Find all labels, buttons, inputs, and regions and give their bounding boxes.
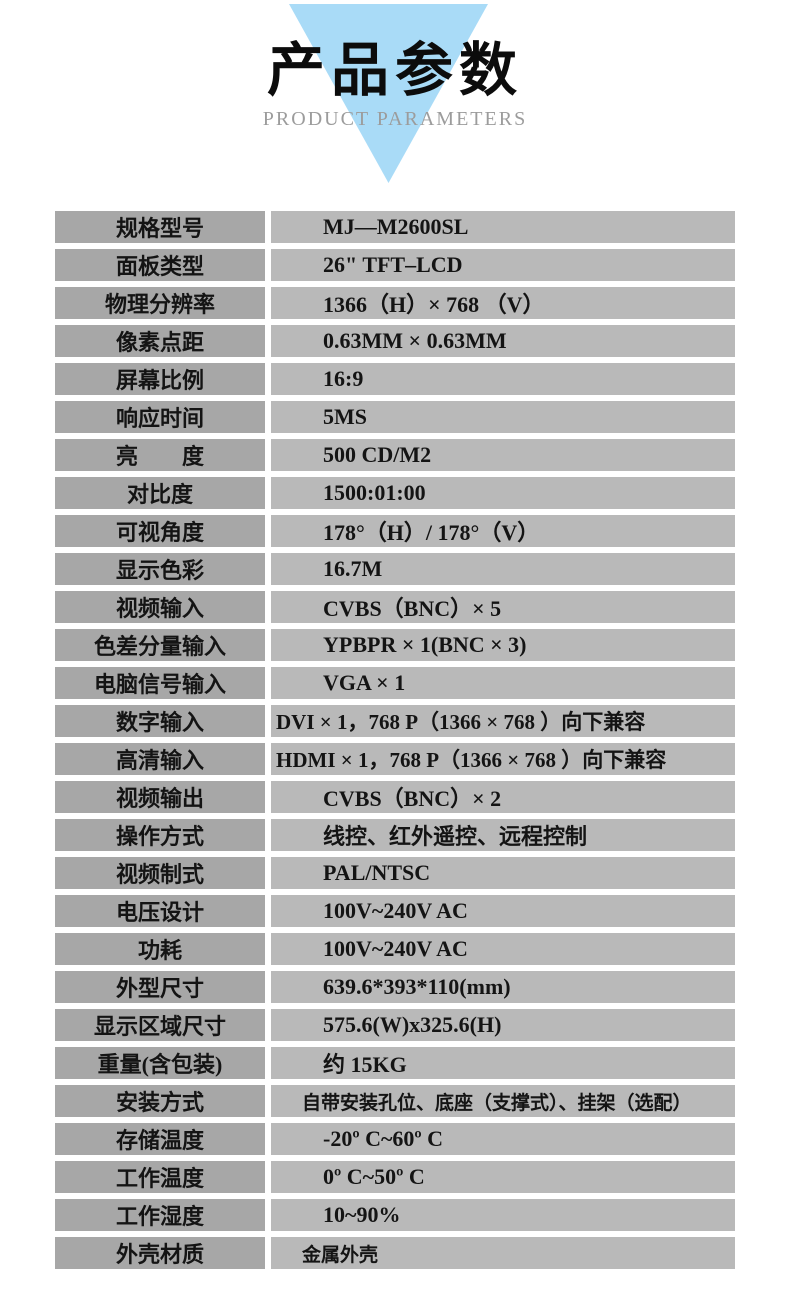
table-row: 功耗 100V~240V AC bbox=[55, 933, 735, 965]
param-value: 线控、红外遥控、远程控制 bbox=[271, 819, 735, 851]
param-label: 工作湿度 bbox=[55, 1199, 265, 1231]
param-label: 视频输入 bbox=[55, 591, 265, 623]
param-label: 视频制式 bbox=[55, 857, 265, 889]
param-value: 178°（H）/ 178°（V） bbox=[271, 515, 735, 547]
param-value: 100V~240V AC bbox=[271, 933, 735, 965]
page-title: 产品参数 bbox=[266, 36, 523, 104]
param-value: 639.6*393*110(mm) bbox=[271, 971, 735, 1003]
param-label: 规格型号 bbox=[55, 211, 265, 243]
table-row: 屏幕比例 16:9 bbox=[55, 363, 735, 395]
param-label: 安装方式 bbox=[55, 1085, 265, 1117]
param-label: 外型尺寸 bbox=[55, 971, 265, 1003]
param-label: 数字输入 bbox=[55, 705, 265, 737]
param-label: 电压设计 bbox=[55, 895, 265, 927]
table-row: 工作温度 0º C~50º C bbox=[55, 1161, 735, 1193]
param-label: 功耗 bbox=[55, 933, 265, 965]
param-value: PAL/NTSC bbox=[271, 857, 735, 889]
param-label: 对比度 bbox=[55, 477, 265, 509]
param-label: 工作温度 bbox=[55, 1161, 265, 1193]
param-label: 视频输出 bbox=[55, 781, 265, 813]
param-value: 自带安装孔位、底座（支撑式）、挂架（选配） bbox=[271, 1085, 735, 1117]
param-value: MJ—M2600SL bbox=[271, 211, 735, 243]
param-value: 约 15KG bbox=[271, 1047, 735, 1079]
param-label: 像素点距 bbox=[55, 325, 265, 357]
table-row: 物理分辨率 1366（H）× 768 （V） bbox=[55, 287, 735, 319]
table-row: 视频制式 PAL/NTSC bbox=[55, 857, 735, 889]
param-value: 1366（H）× 768 （V） bbox=[271, 287, 735, 319]
param-value: 5MS bbox=[271, 401, 735, 433]
param-label: 操作方式 bbox=[55, 819, 265, 851]
table-row: 视频输出 CVBS（BNC）× 2 bbox=[55, 781, 735, 813]
param-value: CVBS（BNC）× 2 bbox=[271, 781, 735, 813]
param-value: -20º C~60º C bbox=[271, 1123, 735, 1155]
table-row: 规格型号 MJ—M2600SL bbox=[55, 211, 735, 243]
table-row: 响应时间 5MS bbox=[55, 401, 735, 433]
page-header: 产品参数 PRODUCT PARAMETERS bbox=[0, 0, 790, 200]
table-row: 像素点距 0.63MM × 0.63MM bbox=[55, 325, 735, 357]
table-row: 操作方式 线控、红外遥控、远程控制 bbox=[55, 819, 735, 851]
table-row: 亮 度 500 CD/M2 bbox=[55, 439, 735, 471]
table-row: 外型尺寸 639.6*393*110(mm) bbox=[55, 971, 735, 1003]
param-value: VGA × 1 bbox=[271, 667, 735, 699]
param-label: 外壳材质 bbox=[55, 1237, 265, 1269]
param-value: 0º C~50º C bbox=[271, 1161, 735, 1193]
table-row: 工作湿度 10~90% bbox=[55, 1199, 735, 1231]
table-row: 对比度 1500:01:00 bbox=[55, 477, 735, 509]
param-value: 10~90% bbox=[271, 1199, 735, 1231]
table-row: 显示色彩 16.7M bbox=[55, 553, 735, 585]
param-label: 响应时间 bbox=[55, 401, 265, 433]
param-value: 16:9 bbox=[271, 363, 735, 395]
param-value: 0.63MM × 0.63MM bbox=[271, 325, 735, 357]
param-value: HDMI × 1，768 P（1366 × 768 ）向下兼容 bbox=[271, 743, 735, 775]
param-label: 亮 度 bbox=[55, 439, 265, 471]
param-label: 显示色彩 bbox=[55, 553, 265, 585]
param-label: 显示区域尺寸 bbox=[55, 1009, 265, 1041]
param-label: 面板类型 bbox=[55, 249, 265, 281]
param-label: 存储温度 bbox=[55, 1123, 265, 1155]
param-label: 可视角度 bbox=[55, 515, 265, 547]
param-value: DVI × 1，768 P（1366 × 768 ）向下兼容 bbox=[271, 705, 735, 737]
page-subtitle: PRODUCT PARAMETERS bbox=[262, 108, 528, 130]
table-row: 重量(含包装) 约 15KG bbox=[55, 1047, 735, 1079]
param-label: 屏幕比例 bbox=[55, 363, 265, 395]
table-row: 安装方式 自带安装孔位、底座（支撑式）、挂架（选配） bbox=[55, 1085, 735, 1117]
param-label: 物理分辨率 bbox=[55, 287, 265, 319]
param-value: 1500:01:00 bbox=[271, 477, 735, 509]
table-row: 可视角度 178°（H）/ 178°（V） bbox=[55, 515, 735, 547]
param-label: 高清输入 bbox=[55, 743, 265, 775]
param-label: 色差分量输入 bbox=[55, 629, 265, 661]
table-row: 电压设计 100V~240V AC bbox=[55, 895, 735, 927]
table-row: 显示区域尺寸 575.6(W)x325.6(H) bbox=[55, 1009, 735, 1041]
param-value: 16.7M bbox=[271, 553, 735, 585]
table-row: 面板类型 26" TFT–LCD bbox=[55, 249, 735, 281]
table-row: 存储温度 -20º C~60º C bbox=[55, 1123, 735, 1155]
param-value: 575.6(W)x325.6(H) bbox=[271, 1009, 735, 1041]
param-label: 电脑信号输入 bbox=[55, 667, 265, 699]
table-row: 视频输入 CVBS（BNC）× 5 bbox=[55, 591, 735, 623]
table-row: 色差分量输入 YPBPR × 1(BNC × 3) bbox=[55, 629, 735, 661]
param-value: 100V~240V AC bbox=[271, 895, 735, 927]
param-value: 26" TFT–LCD bbox=[271, 249, 735, 281]
table-row: 数字输入 DVI × 1，768 P（1366 × 768 ）向下兼容 bbox=[55, 705, 735, 737]
product-parameters-table: 规格型号 MJ—M2600SL 面板类型 26" TFT–LCD 物理分辨率 1366（H… bbox=[55, 211, 735, 1275]
param-label: 重量(含包装) bbox=[55, 1047, 265, 1079]
param-value: 金属外壳 bbox=[271, 1237, 735, 1269]
param-value: CVBS（BNC）× 5 bbox=[271, 591, 735, 623]
table-row: 电脑信号输入 VGA × 1 bbox=[55, 667, 735, 699]
param-value: 500 CD/M2 bbox=[271, 439, 735, 471]
table-row: 外壳材质 金属外壳 bbox=[55, 1237, 735, 1269]
param-value: YPBPR × 1(BNC × 3) bbox=[271, 629, 735, 661]
table-row: 高清输入 HDMI × 1，768 P（1366 × 768 ）向下兼容 bbox=[55, 743, 735, 775]
